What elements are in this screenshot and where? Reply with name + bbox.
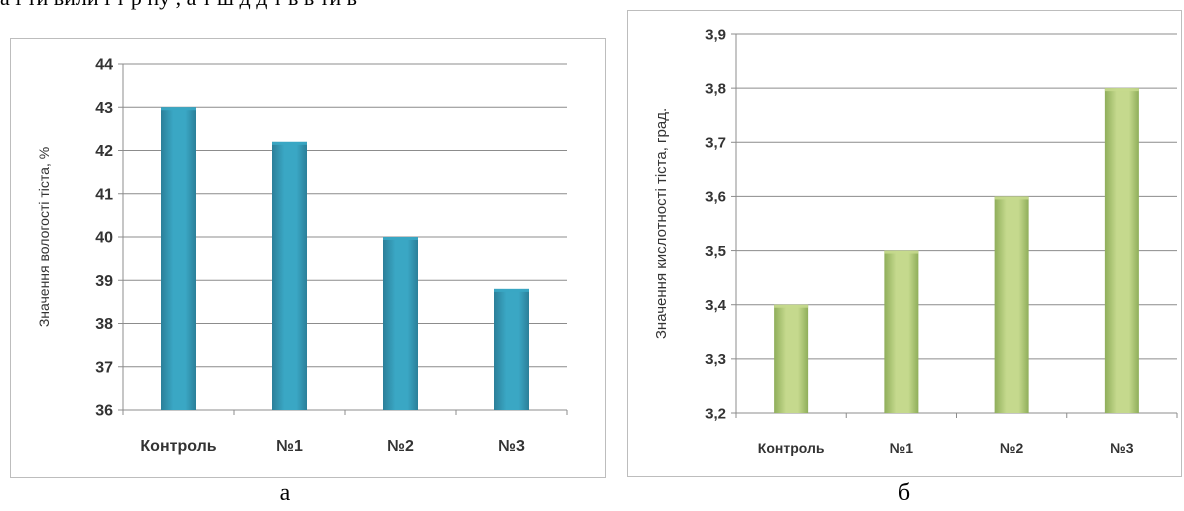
bar-b-2 — [994, 196, 1029, 413]
x-category-label: №3 — [498, 438, 525, 455]
y-tick-label: 3,6 — [705, 189, 726, 206]
y-tick-label: 41 — [95, 186, 113, 203]
bar-b-1 — [884, 250, 919, 413]
chart-b-panel: 3,2 3,3 3,4 3,5 3,6 3,7 3,8 3,9 Контроль №1 №2 №3 Зн… — [627, 10, 1182, 477]
y-tick-label: 36 — [95, 403, 113, 420]
y-tick-label: 42 — [95, 143, 113, 160]
bar-a-1 — [272, 141, 307, 410]
x-category-label: №1 — [890, 440, 914, 456]
y-tick-label: 3,2 — [705, 405, 726, 422]
x-category-label: Контроль — [140, 438, 216, 455]
x-category-label: №2 — [1000, 440, 1024, 456]
x-category-label: Контроль — [758, 440, 825, 456]
y-tick-label: 3,8 — [705, 80, 726, 97]
caption-b: б — [897, 480, 911, 506]
bar-b-0 — [774, 304, 809, 413]
y-tick-label: 37 — [95, 359, 113, 376]
bar-cap — [161, 107, 196, 111]
bar-a-3 — [494, 288, 529, 410]
y-tick-label: 40 — [95, 230, 113, 247]
x-category-label: №1 — [276, 438, 303, 455]
chart-a-svg: 36 37 38 39 40 41 42 43 44 Контроль №1 №2 №3 Значення… — [36, 57, 568, 455]
bar-a-2 — [383, 237, 418, 410]
y-tick-label: 44 — [95, 57, 113, 74]
chart-b-svg: 3,2 3,3 3,4 3,5 3,6 3,7 3,8 3,9 Контроль №1 №2 №3 Зн… — [653, 26, 1178, 456]
y-tick-label: 3,5 — [705, 243, 726, 260]
bar-cap — [272, 141, 307, 145]
x-category-label: №2 — [387, 438, 414, 455]
y-tick-label: 3,7 — [705, 135, 726, 152]
bar-cap — [494, 288, 529, 292]
y-tick-label: 3,4 — [705, 297, 727, 314]
y-tick-label: 3,3 — [705, 351, 726, 368]
chart-a-panel: 36 37 38 39 40 41 42 43 44 Контроль №1 №2 №3 Значення… — [10, 38, 606, 478]
page-top-text: а і ти вили і т р пу , а т ш д д т в в т… — [0, 0, 1184, 11]
bar-cap — [994, 196, 1029, 200]
x-category-label: №3 — [1110, 440, 1134, 456]
bar-b-3 — [1104, 88, 1139, 414]
bar-cap — [383, 237, 418, 240]
bar-cap — [774, 304, 809, 308]
y-tick-label: 3,9 — [705, 26, 726, 43]
y-axis-label: Значення вологості тіста, % — [36, 147, 52, 327]
bar-cap — [1104, 88, 1139, 92]
y-tick-label: 38 — [95, 316, 113, 333]
y-tick-label: 43 — [95, 100, 113, 117]
y-tick-label: 39 — [95, 273, 113, 290]
bar-cap — [884, 250, 919, 254]
y-axis-label: Значення кислотності тіста, град. — [653, 108, 670, 339]
bar-a-0 — [161, 107, 196, 410]
caption-a: а — [279, 480, 291, 506]
